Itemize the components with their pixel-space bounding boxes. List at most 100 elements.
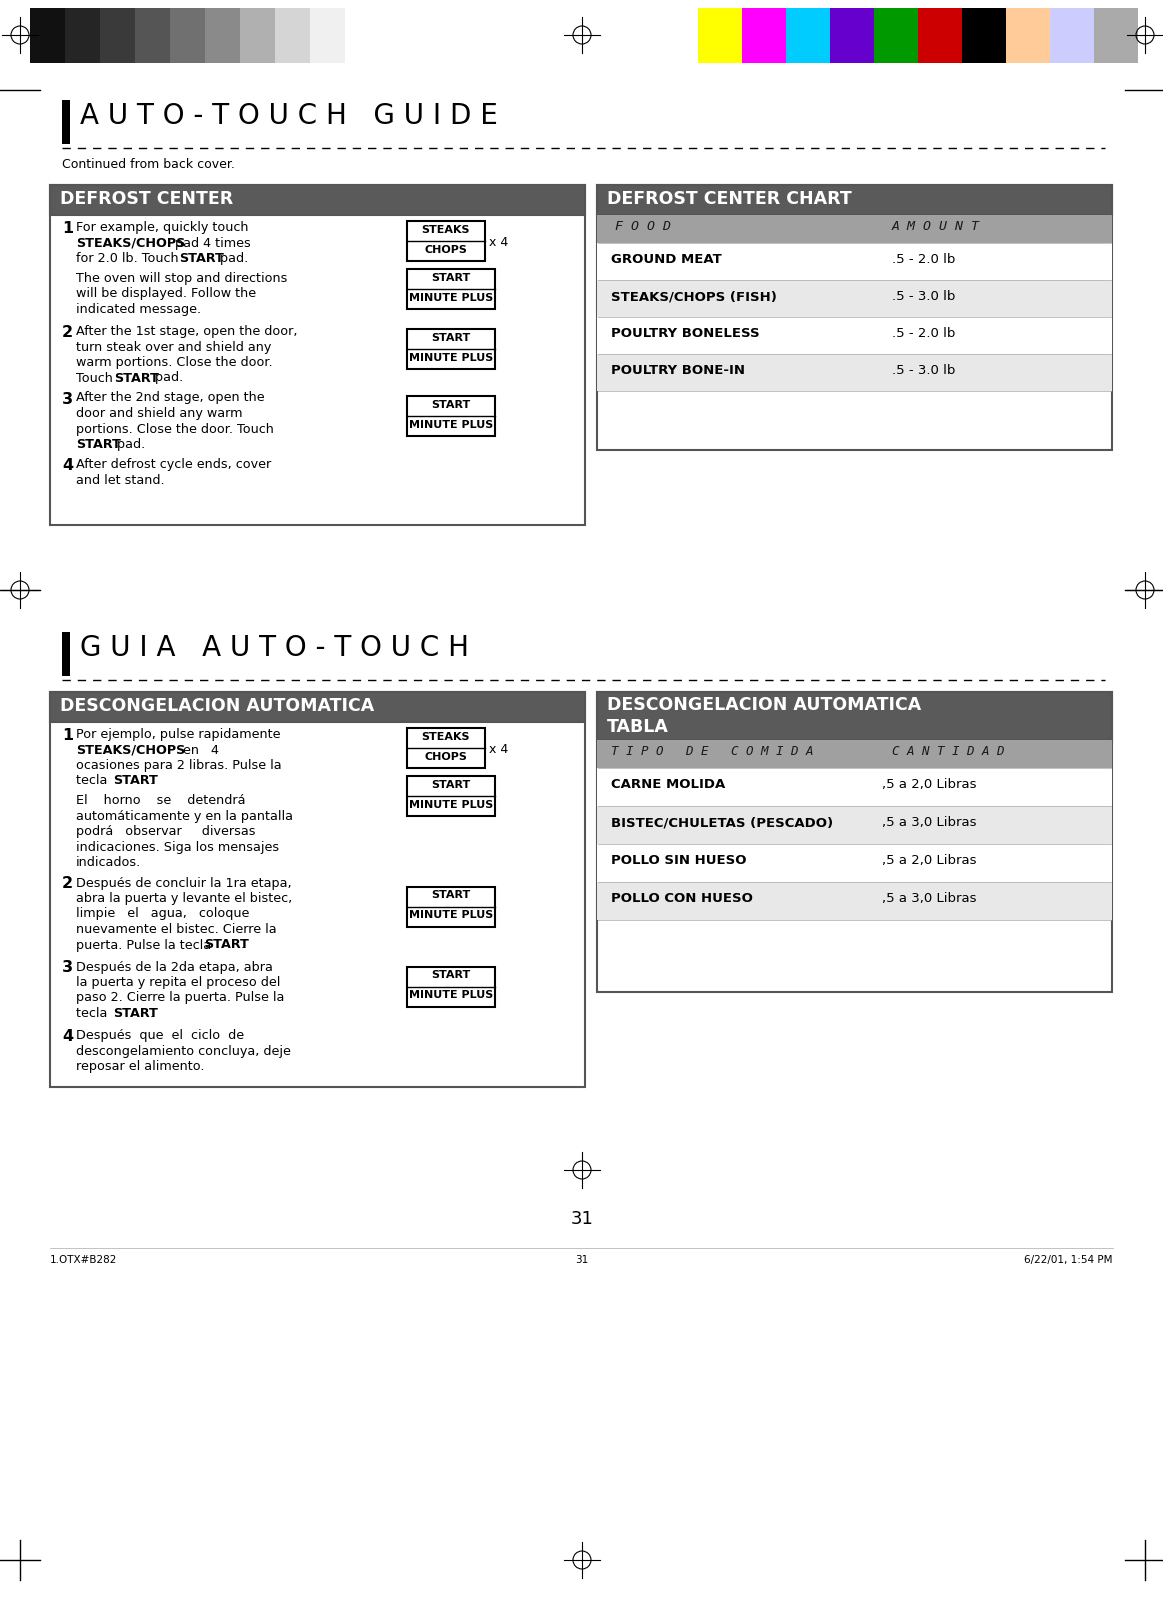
Text: After the 2nd stage, open the: After the 2nd stage, open the — [76, 392, 265, 405]
Text: START: START — [431, 890, 471, 900]
Text: START: START — [179, 252, 223, 265]
Text: Después  que  el  ciclo  de: Después que el ciclo de — [76, 1029, 244, 1042]
Text: 2: 2 — [62, 876, 73, 892]
Bar — [30, 8, 65, 63]
Text: ocasiones para 2 libras. Pulse la: ocasiones para 2 libras. Pulse la — [76, 760, 281, 773]
Text: For example, quickly touch: For example, quickly touch — [76, 221, 249, 234]
Text: CARNE MOLIDA: CARNE MOLIDA — [611, 777, 726, 790]
Bar — [597, 882, 1112, 919]
Text: ,5 a 2,0 Libras: ,5 a 2,0 Libras — [882, 777, 977, 790]
Text: MINUTE PLUS: MINUTE PLUS — [409, 419, 493, 429]
Text: F O O D: F O O D — [615, 219, 671, 232]
Text: turn steak over and shield any: turn steak over and shield any — [76, 340, 271, 353]
Bar — [1094, 8, 1139, 63]
Bar — [50, 692, 585, 723]
Bar — [597, 215, 1112, 244]
Text: 31: 31 — [571, 1210, 593, 1227]
Text: DEFROST CENTER CHART: DEFROST CENTER CHART — [607, 190, 851, 208]
Text: indicados.: indicados. — [76, 857, 141, 869]
Text: en   4: en 4 — [171, 744, 219, 756]
Text: START: START — [204, 939, 249, 952]
Text: paso 2. Cierre la puerta. Pulse la: paso 2. Cierre la puerta. Pulse la — [76, 992, 285, 1005]
Text: .5 - 2.0 lb: .5 - 2.0 lb — [892, 327, 955, 340]
Text: Por ejemplo, pulse rapidamente: Por ejemplo, pulse rapidamente — [76, 727, 280, 740]
Text: A U T O - T O U C H   G U I D E: A U T O - T O U C H G U I D E — [80, 102, 498, 131]
Text: MINUTE PLUS: MINUTE PLUS — [409, 800, 493, 810]
Text: automáticamente y en la pantalla: automáticamente y en la pantalla — [76, 810, 293, 823]
Bar — [407, 329, 495, 369]
Text: El    horno    se    detendrá: El horno se detendrá — [76, 795, 245, 808]
Bar — [786, 8, 830, 63]
Bar — [135, 8, 170, 63]
Text: tecla: tecla — [76, 774, 112, 787]
Text: .: . — [241, 939, 245, 952]
Text: GROUND MEAT: GROUND MEAT — [611, 253, 722, 266]
Bar — [742, 8, 786, 63]
Bar — [205, 8, 240, 63]
Text: 3: 3 — [62, 392, 73, 406]
Text: STEAKS/CHOPS: STEAKS/CHOPS — [76, 237, 185, 250]
Text: 4: 4 — [62, 458, 73, 473]
Text: Después de la 2da etapa, abra: Después de la 2da etapa, abra — [76, 960, 273, 974]
Text: ,5 a 3,0 Libras: ,5 a 3,0 Libras — [882, 892, 977, 905]
Text: 1.OTX#B282: 1.OTX#B282 — [50, 1255, 117, 1265]
Text: START: START — [431, 400, 471, 410]
Bar — [407, 966, 495, 1007]
Text: puerta. Pulse la tecla: puerta. Pulse la tecla — [76, 939, 215, 952]
Text: G U I A   A U T O - T O U C H: G U I A A U T O - T O U C H — [80, 634, 469, 661]
Text: MINUTE PLUS: MINUTE PLUS — [409, 910, 493, 921]
Text: T I P O   D E   C O M I D A: T I P O D E C O M I D A — [611, 745, 813, 758]
Bar — [597, 353, 1112, 390]
Bar — [597, 806, 1112, 844]
Text: START: START — [431, 273, 471, 282]
Bar — [100, 8, 135, 63]
Text: STEAKS: STEAKS — [422, 224, 470, 235]
Bar — [311, 8, 345, 63]
Text: DESCONGELACION AUTOMATICA: DESCONGELACION AUTOMATICA — [607, 695, 921, 715]
Text: ,5 a 3,0 Libras: ,5 a 3,0 Libras — [882, 816, 977, 829]
Bar — [407, 727, 485, 768]
Bar — [50, 692, 585, 1087]
Bar — [597, 318, 1112, 353]
Text: x 4: x 4 — [488, 744, 508, 756]
Text: 2: 2 — [62, 324, 73, 340]
Text: Después de concluir la 1ra etapa,: Después de concluir la 1ra etapa, — [76, 876, 292, 889]
Text: After defrost cycle ends, cover: After defrost cycle ends, cover — [76, 458, 271, 471]
Text: x 4: x 4 — [488, 235, 508, 248]
Bar — [50, 185, 585, 524]
Text: 4: 4 — [62, 1029, 73, 1044]
Text: pad.: pad. — [151, 371, 184, 384]
Text: 1: 1 — [62, 221, 73, 235]
Text: START: START — [431, 332, 471, 344]
Text: START: START — [76, 439, 121, 452]
Text: MINUTE PLUS: MINUTE PLUS — [409, 353, 493, 363]
Text: la puerta y repita el proceso del: la puerta y repita el proceso del — [76, 976, 280, 989]
Text: CHOPS: CHOPS — [424, 245, 468, 255]
Text: limpie   el   agua,   coloque: limpie el agua, coloque — [76, 908, 249, 921]
Bar — [50, 185, 585, 215]
Text: and let stand.: and let stand. — [76, 474, 165, 487]
Text: portions. Close the door. Touch: portions. Close the door. Touch — [76, 423, 273, 436]
Text: C A N T I D A D: C A N T I D A D — [892, 745, 1005, 758]
Bar — [597, 185, 1112, 450]
Text: STEAKS/CHOPS: STEAKS/CHOPS — [76, 744, 185, 756]
Text: door and shield any warm: door and shield any warm — [76, 406, 243, 419]
Text: 31: 31 — [576, 1255, 588, 1265]
Bar — [62, 632, 70, 676]
Text: .: . — [150, 774, 155, 787]
Text: nuevamente el bistec. Cierre la: nuevamente el bistec. Cierre la — [76, 923, 277, 936]
Bar — [698, 8, 742, 63]
Text: for 2.0 lb. Touch: for 2.0 lb. Touch — [76, 252, 183, 265]
Bar — [597, 692, 1112, 992]
Text: POULTRY BONE-IN: POULTRY BONE-IN — [611, 365, 745, 377]
Text: 6/22/01, 1:54 PM: 6/22/01, 1:54 PM — [1025, 1255, 1113, 1265]
Text: will be displayed. Follow the: will be displayed. Follow the — [76, 287, 256, 300]
Bar — [1050, 8, 1094, 63]
Bar — [597, 281, 1112, 318]
Text: .5 - 3.0 lb: .5 - 3.0 lb — [892, 290, 955, 303]
Text: STEAKS: STEAKS — [422, 732, 470, 742]
Text: START: START — [431, 781, 471, 790]
Text: POLLO SIN HUESO: POLLO SIN HUESO — [611, 853, 747, 868]
Text: The oven will stop and directions: The oven will stop and directions — [76, 273, 287, 286]
Text: BISTEC/CHULETAS (PESCADO): BISTEC/CHULETAS (PESCADO) — [611, 816, 833, 829]
